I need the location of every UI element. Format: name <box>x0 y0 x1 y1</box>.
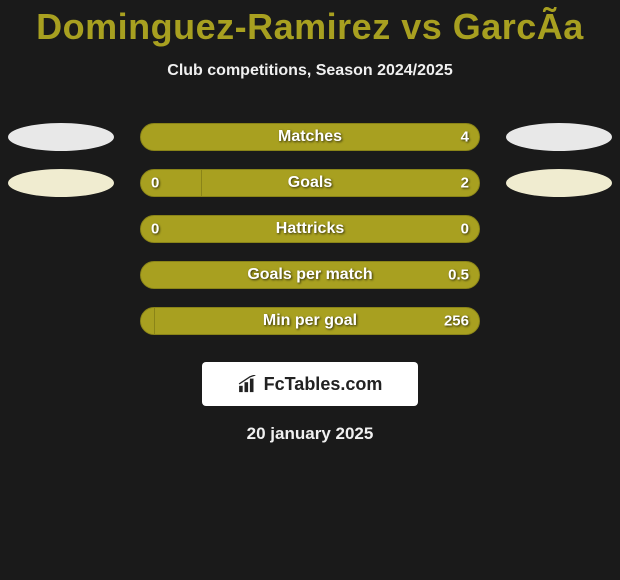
stat-bar: Hattricks 0 0 <box>140 215 480 243</box>
stat-value-right: 4 <box>461 129 469 146</box>
stat-label: Goals <box>288 174 332 192</box>
stat-label: Matches <box>278 128 342 146</box>
stat-bar: Min per goal 256 <box>140 307 480 335</box>
stat-row: Min per goal 256 <box>0 298 620 344</box>
player-right-marker <box>506 169 612 197</box>
branding-text: FcTables.com <box>264 374 383 395</box>
stat-value-right: 256 <box>444 313 469 330</box>
stat-label: Min per goal <box>263 312 357 330</box>
player-left-marker <box>8 123 114 151</box>
stat-row: Goals per match 0.5 <box>0 252 620 298</box>
stat-row: Hattricks 0 0 <box>0 206 620 252</box>
stat-value-right: 2 <box>461 175 469 192</box>
stat-bar: Matches 4 <box>140 123 480 151</box>
stat-bar: Goals per match 0.5 <box>140 261 480 289</box>
date-label: 20 january 2025 <box>0 424 620 444</box>
page-title: Dominguez-Ramirez vs GarcÃ­a <box>0 0 620 48</box>
stat-value-right: 0.5 <box>448 267 469 284</box>
comparison-chart: Matches 4 Goals 0 2 Hattricks 0 0 Goals per matc… <box>0 114 620 344</box>
stat-label: Goals per match <box>247 266 372 284</box>
bar-fill-left <box>141 308 155 334</box>
player-left-marker <box>8 169 114 197</box>
stat-row: Goals 0 2 <box>0 160 620 206</box>
stat-label: Hattricks <box>276 220 344 238</box>
stat-value-left: 0 <box>151 221 159 238</box>
stat-value-right: 0 <box>461 221 469 238</box>
page-subtitle: Club competitions, Season 2024/2025 <box>0 62 620 80</box>
stat-bar: Goals 0 2 <box>140 169 480 197</box>
bar-chart-icon <box>238 375 260 393</box>
stat-row: Matches 4 <box>0 114 620 160</box>
stat-value-left: 0 <box>151 175 159 192</box>
player-right-marker <box>506 123 612 151</box>
branding-box: FcTables.com <box>202 362 418 406</box>
